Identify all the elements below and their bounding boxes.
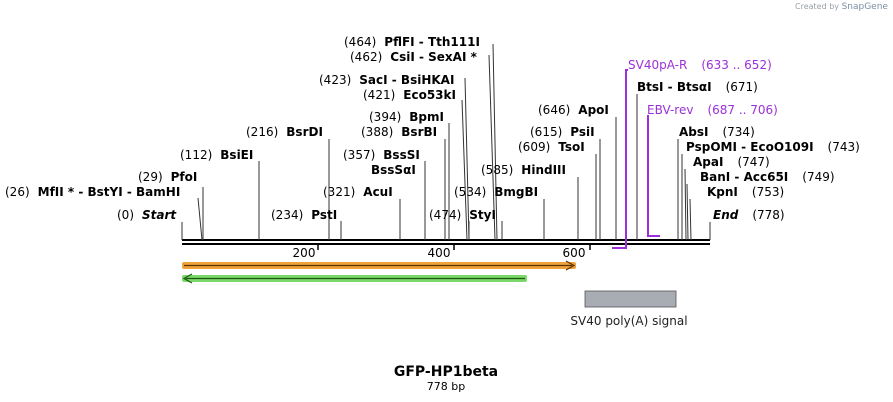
site-label: PspOMI - EcoO109I (743) bbox=[686, 140, 860, 154]
orf-arrow-reverse[interactable] bbox=[182, 273, 527, 284]
primer-ebv-rev[interactable]: EBV-rev (687 .. 706) bbox=[647, 103, 778, 237]
site-label: (112) BsiEI bbox=[180, 148, 253, 162]
site-label: BssSαI bbox=[371, 163, 416, 177]
site-label: End (778) bbox=[713, 208, 785, 222]
site-label: (216) BsrDI bbox=[246, 125, 323, 139]
site-label: (234) PstI bbox=[271, 208, 337, 222]
feature-label: SV40 poly(A) signal bbox=[570, 314, 687, 328]
site-label: BtsI - BtsαI (671) bbox=[637, 80, 758, 94]
site-lines bbox=[181, 43, 711, 241]
primer-label: EBV-rev (687 .. 706) bbox=[647, 103, 778, 117]
feature-sv40-polya[interactable]: SV40 poly(A) signal bbox=[570, 290, 688, 328]
site-label: (609) TsoI bbox=[518, 140, 585, 154]
site-label: (0) Start bbox=[117, 208, 177, 222]
site-label: (464) PflFI - Tth111I bbox=[344, 35, 480, 49]
site-label: BanI - Acc65I (749) bbox=[700, 170, 835, 184]
site-label: (534) BmgBI bbox=[454, 185, 538, 199]
site-label: (585) HindIII bbox=[481, 163, 566, 177]
orf-arrow-forward[interactable] bbox=[182, 260, 576, 271]
site-label: KpnI (753) bbox=[707, 185, 784, 199]
snapgene-credit: Created by SnapGene bbox=[795, 2, 888, 12]
primer-label: SV40pA-R (633 .. 652) bbox=[628, 58, 772, 72]
credit-text: Created by bbox=[795, 2, 840, 11]
site-label: (615) PsiI bbox=[530, 125, 595, 139]
site-label: (474) StyI bbox=[429, 208, 496, 222]
site-label: (321) AcuI bbox=[323, 185, 393, 199]
site-labels: (26) MfII * - BstYI - BamHI (0) Start (29)… bbox=[5, 35, 860, 222]
site-label: ApaI (747) bbox=[693, 155, 770, 169]
tick-label-200: 200 bbox=[293, 246, 316, 260]
site-label: (388) BsrBI bbox=[361, 125, 437, 139]
map-title: GFP-HP1beta bbox=[394, 364, 498, 380]
site-label: AbsI (734) bbox=[679, 125, 755, 139]
primer-sv40pa-r[interactable]: SV40pA-R (633 .. 652) bbox=[612, 58, 772, 249]
site-label: (646) ApoI bbox=[538, 103, 609, 117]
site-label: (421) Eco53kI bbox=[363, 88, 456, 102]
site-label: (29) PfoI bbox=[138, 170, 197, 184]
dna-backbone bbox=[182, 239, 710, 245]
site-label: (394) BpmI bbox=[369, 110, 444, 124]
tick-label-600: 600 bbox=[563, 246, 586, 260]
site-label: (357) BssSI bbox=[343, 148, 420, 162]
site-label: (423) SacI - BsiHKAI bbox=[319, 73, 454, 87]
ruler: 200 400 600 bbox=[293, 244, 591, 260]
site-label: (462) CsiI - SexAI * bbox=[350, 50, 478, 64]
snapgene-brand: SnapGene bbox=[841, 2, 888, 12]
tick-label-400: 400 bbox=[428, 246, 451, 260]
map-length: 778 bp bbox=[427, 380, 465, 393]
site-label: (26) MfII * - BstYI - BamHI bbox=[5, 185, 180, 199]
